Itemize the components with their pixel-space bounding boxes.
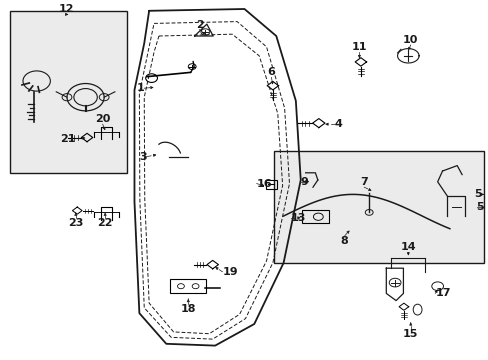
- Text: 19: 19: [222, 267, 238, 277]
- Text: 1: 1: [136, 83, 144, 93]
- Text: 17: 17: [434, 288, 450, 298]
- Text: 9: 9: [300, 177, 308, 187]
- Text: 18: 18: [180, 304, 196, 314]
- Text: 4: 4: [334, 119, 342, 129]
- Text: 7: 7: [360, 177, 367, 187]
- Text: 14: 14: [400, 242, 415, 252]
- Text: 11: 11: [351, 42, 366, 52]
- Text: 13: 13: [290, 213, 305, 223]
- Text: 6: 6: [267, 67, 275, 77]
- Text: 12: 12: [58, 4, 74, 14]
- Text: 10: 10: [402, 35, 418, 45]
- Text: 8: 8: [340, 236, 348, 246]
- Bar: [10, 11, 127, 173]
- Text: 5: 5: [475, 202, 483, 212]
- Bar: [265, 180, 277, 189]
- Text: 21: 21: [60, 134, 76, 144]
- Text: 23: 23: [68, 218, 83, 228]
- Text: 5: 5: [473, 189, 481, 199]
- Bar: [302, 210, 328, 223]
- Text: 15: 15: [402, 329, 418, 339]
- Text: 16: 16: [256, 179, 272, 189]
- Text: 2: 2: [195, 19, 203, 30]
- Text: 20: 20: [95, 114, 110, 124]
- Bar: [273, 151, 483, 263]
- Text: 22: 22: [97, 218, 113, 228]
- Text: 3: 3: [139, 152, 146, 162]
- Bar: [169, 279, 206, 293]
